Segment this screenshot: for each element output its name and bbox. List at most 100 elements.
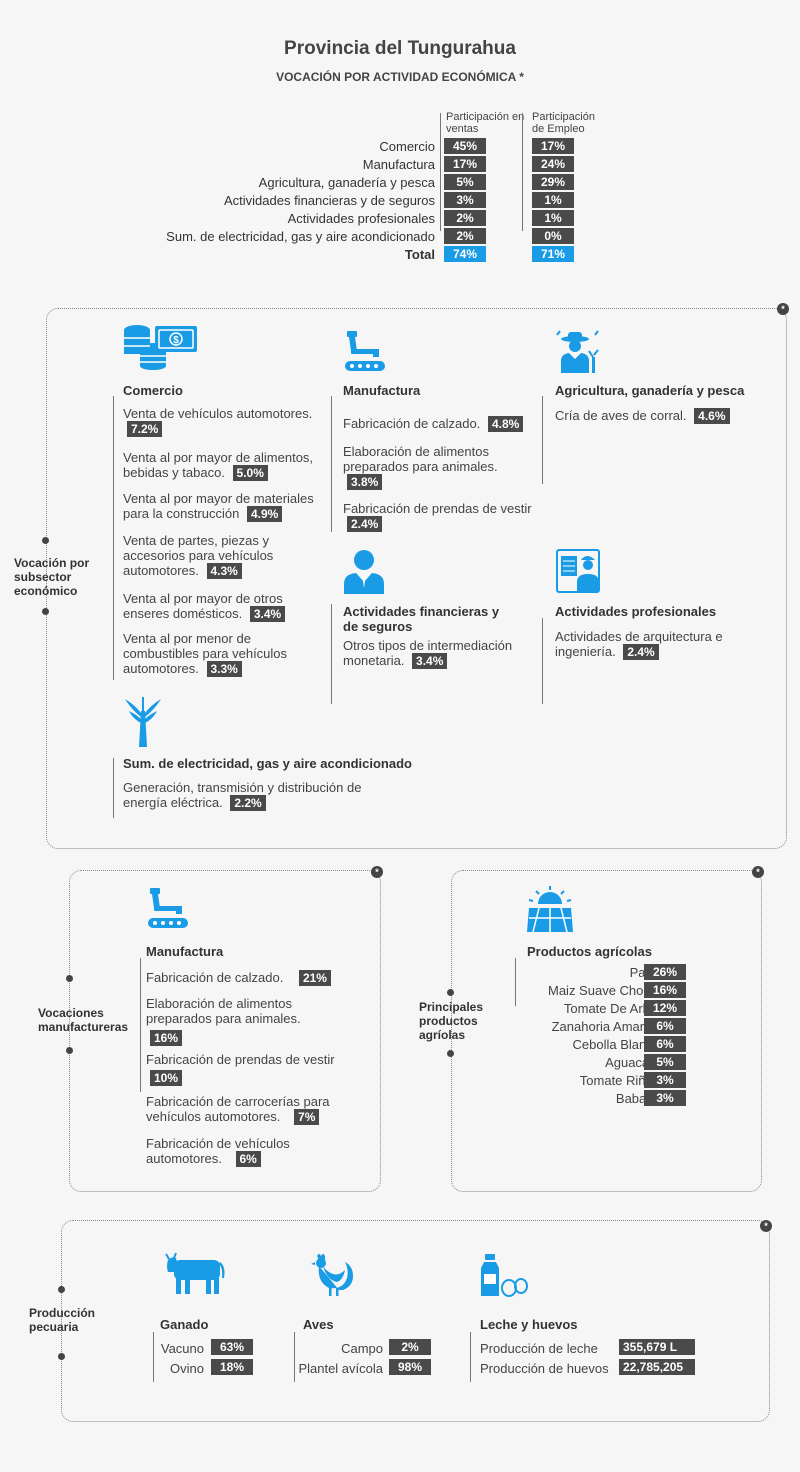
ventas-value: 5% — [444, 174, 486, 190]
section-title-agricolas: Productos agrícolas — [527, 944, 652, 959]
column-divider — [331, 604, 332, 704]
item-text: Fabricación de prendas de vestir — [146, 1052, 335, 1067]
list-item: Actividades de arquitectura e ingeniería… — [555, 629, 740, 660]
table-row-label: Sum. de electricidad, gas y aire acondic… — [166, 229, 435, 244]
businessman-icon — [344, 550, 384, 594]
page-subtitle: VOCACIÓN POR ACTIVIDAD ECONÓMICA * — [276, 70, 524, 84]
power-tower-icon — [125, 697, 161, 747]
product-label: Maiz Suave Choclo — [548, 983, 660, 998]
column-divider — [542, 618, 543, 704]
poultry-label: Plantel avícola — [298, 1361, 383, 1376]
table-total-label: Total — [404, 247, 435, 262]
column-divider — [140, 958, 141, 1092]
connector-dot — [42, 537, 49, 544]
product-label: Tomate Riñon — [579, 1073, 660, 1088]
product-label: Tomate De Arbol — [563, 1001, 660, 1016]
livestock-value: 18% — [211, 1359, 253, 1375]
page-title: Provincia del Tungurahua — [284, 38, 516, 59]
section-title-comercio: Comercio — [123, 383, 183, 398]
item-text: Fabricación de calzado. — [343, 416, 481, 431]
section-title-aves: Aves — [303, 1317, 334, 1332]
item-text: Cría de aves de corral. — [555, 408, 687, 423]
poultry-value: 98% — [389, 1359, 431, 1375]
item-text: Fabricación de carrocerías para vehículo… — [146, 1094, 330, 1124]
list-item: Venta de partes, piezas y accesorios par… — [123, 533, 298, 579]
item-text: Otros tipos de intermediación monetaria. — [343, 638, 513, 668]
empleo-value: 1% — [532, 210, 574, 226]
footnote-star: * — [777, 303, 789, 315]
table-divider-right — [522, 113, 523, 231]
section-title-electricidad: Sum. de electricidad, gas y aire acondic… — [123, 756, 412, 771]
robot-arm-icon — [148, 888, 188, 928]
ventas-value: 45% — [444, 138, 486, 154]
section-title-agricultura: Agricultura, ganadería y pesca — [555, 383, 745, 398]
connector-dot — [42, 608, 49, 615]
list-item: Fabricación de calzado. 4.8% — [343, 416, 538, 432]
column-divider — [331, 396, 332, 532]
product-value: 6% — [644, 1036, 686, 1052]
item-value: 2.4% — [623, 644, 659, 660]
product-value: 3% — [644, 1090, 686, 1106]
empleo-value: 29% — [532, 174, 574, 190]
product-value: 16% — [644, 982, 686, 998]
col-empleo-header: Participación de Empleo — [532, 111, 595, 135]
item-value: 6% — [235, 1151, 261, 1167]
robot-arm-icon — [345, 331, 385, 371]
cow-icon — [165, 1252, 225, 1294]
list-item: Generación, transmisión y distribución d… — [123, 780, 368, 811]
poultry-label: Campo — [341, 1341, 383, 1356]
list-item: Venta al por mayor de alimentos, bebidas… — [123, 450, 328, 481]
connector-dot — [447, 1050, 454, 1057]
svg-text:$: $ — [173, 335, 179, 346]
column-divider — [294, 1332, 295, 1382]
empleo-value: 1% — [532, 192, 574, 208]
list-item: Elaboración de alimentos preparados para… — [146, 996, 331, 1046]
farmer-icon — [556, 330, 599, 373]
product-label: Cebolla Blanca — [572, 1037, 660, 1052]
item-text: Elaboración de alimentos preparados para… — [343, 444, 498, 474]
item-value: 21% — [298, 970, 331, 986]
section-title-manufactura-2: Manufactura — [146, 944, 224, 959]
product-value: 26% — [644, 964, 686, 980]
item-text: Venta al por mayor de otros enseres domé… — [123, 591, 283, 621]
empleo-value: 24% — [532, 156, 574, 172]
list-item: Cría de aves de corral. 4.6% — [555, 408, 755, 424]
list-item: Fabricación de vehículos automotores. 6% — [146, 1136, 316, 1167]
item-value: 16% — [150, 1030, 183, 1046]
list-item: Venta al por mayor de otros enseres domé… — [123, 591, 323, 622]
connector-dot — [58, 1353, 65, 1360]
item-text: Fabricación de calzado. — [146, 970, 284, 985]
item-text: Venta de vehículos automotores. — [123, 406, 313, 421]
ventas-value: 3% — [444, 192, 486, 208]
empleo-value: 0% — [532, 228, 574, 244]
footnote-star: * — [371, 866, 383, 878]
rooster-icon — [311, 1254, 353, 1296]
item-text: Elaboración de alimentos preparados para… — [146, 996, 301, 1026]
column-divider — [470, 1332, 471, 1382]
side-label-pecuaria: Producción pecuaria — [29, 1306, 96, 1334]
product-value: 6% — [644, 1018, 686, 1034]
manufactureras-panel — [69, 870, 381, 1192]
item-text: Actividades de arquitectura e ingeniería… — [555, 629, 723, 659]
item-value: 2.4% — [347, 516, 383, 532]
list-item: Fabricación de carrocerías para vehículo… — [146, 1094, 341, 1125]
column-divider — [515, 958, 516, 1006]
table-row-label: Agricultura, ganadería y pesca — [258, 175, 435, 190]
list-item: Elaboración de alimentos preparados para… — [343, 444, 518, 490]
side-label-agricolas: Principales productos agríolas — [419, 1000, 484, 1042]
column-divider — [113, 758, 114, 818]
item-value: 4.3% — [206, 563, 242, 579]
item-text: Venta al por mayor de alimentos, bebidas… — [123, 450, 314, 480]
item-value: 10% — [150, 1070, 183, 1086]
livestock-label: Ovino — [170, 1361, 204, 1376]
item-value: 4.9% — [246, 506, 283, 522]
footnote-star: * — [752, 866, 764, 878]
list-item: Fabricación de prendas de vestir 10% — [146, 1052, 361, 1086]
dairy-value: 22,785,205 — [619, 1359, 695, 1375]
table-row-label: Actividades financieras y de seguros — [223, 193, 435, 208]
item-value: 3.4% — [249, 606, 286, 622]
product-label: Zanahoria Amarilla — [551, 1019, 660, 1034]
col-ventas-header: Participación en ventas — [446, 111, 525, 135]
item-text: Venta al por mayor de materiales para la… — [123, 491, 314, 521]
item-value: 4.8% — [487, 416, 524, 432]
